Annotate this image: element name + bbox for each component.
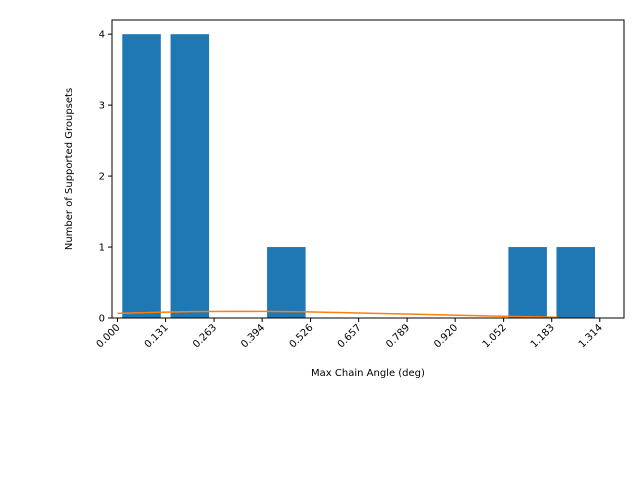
bar-0 [122,34,161,318]
x-tick-label: 0.263 [191,322,219,350]
x-tick-label: 0.657 [336,322,364,350]
bar-4 [556,247,596,318]
x-tick-label: 0.789 [384,322,412,350]
bar-1 [170,34,210,318]
y-tick-label: 3 [99,101,105,112]
x-tick-label: 0.131 [143,322,171,350]
x-axis-ticks: 0.000 0.131 0.263 0.394 0.526 0.657 0.789 0.920… [95,318,605,350]
y-tick-label: 0 [99,314,105,325]
bars-layer [122,34,596,318]
bar-3 [508,247,547,318]
kde-line-layer [117,310,558,319]
plot-frame [111,19,625,319]
y-axis-label: Number of Supported Groupsets [64,88,75,250]
x-tick-label: 0.920 [432,322,460,350]
y-tick-label: 2 [99,172,105,183]
x-tick-label: 1.052 [481,322,509,350]
x-tick-label: 0.000 [95,322,123,350]
y-axis-ticks: 0 1 2 3 4 [99,30,112,325]
series-line-0 [117,310,558,319]
x-tick-label: 0.394 [239,322,267,350]
x-tick-label: 1.183 [529,322,557,350]
y-tick-label: 4 [99,30,105,41]
x-tick-label: 0.526 [288,322,316,350]
bar-2 [267,247,306,318]
x-axis-label: Max Chain Angle (deg) [311,368,425,379]
y-tick-label: 1 [99,243,105,254]
x-tick-label: 1.314 [577,322,605,350]
